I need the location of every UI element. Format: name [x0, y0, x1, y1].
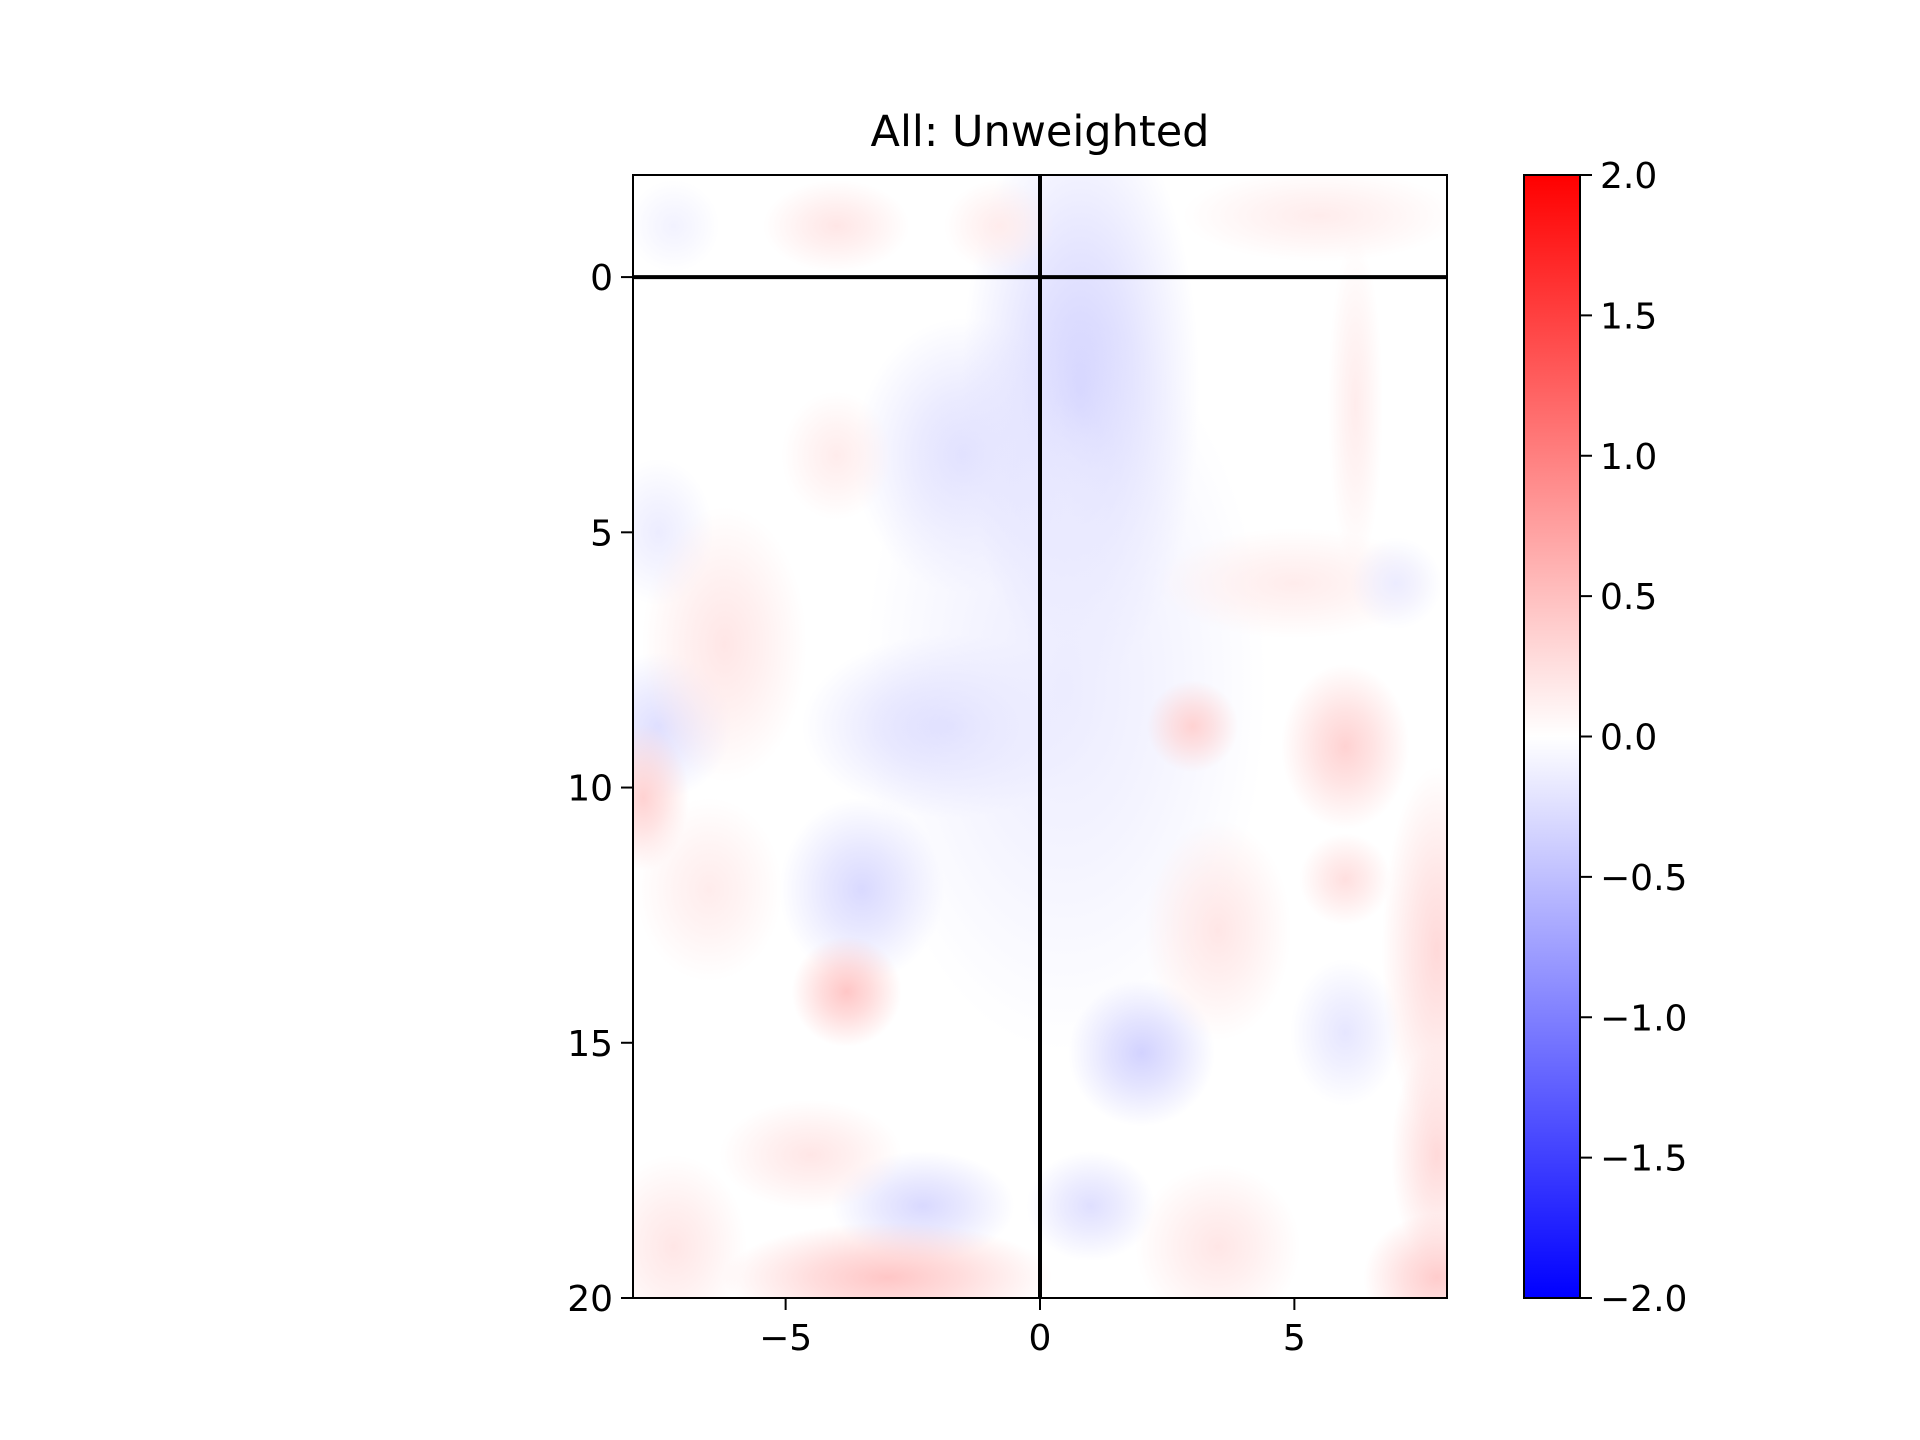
x-tick-label: 0: [1029, 1318, 1052, 1359]
heatmap-field: [633, 175, 1447, 1298]
y-axis: 0 5 10 15 20: [567, 258, 633, 1320]
x-tick-label: 5: [1283, 1318, 1306, 1359]
heatmap-blob: [944, 180, 1055, 272]
heatmap-blob: [1391, 1044, 1447, 1266]
heatmap-blob: [1327, 239, 1383, 571]
colorbar-tick-label: −0.5: [1600, 858, 1687, 899]
colorbar-tick-label: 0.5: [1600, 577, 1657, 618]
colorbar: 2.0 1.5 1.0 0.5 0.0 −0.5 −1.0 −1.5 −2.0: [1523, 156, 1687, 1320]
colorbar-gradient: [1523, 174, 1581, 1299]
heatmap-blob: [779, 797, 945, 982]
colorbar-tick-label: −1.5: [1600, 1139, 1687, 1180]
y-tick-label: 10: [567, 769, 613, 810]
heatmap-blob: [781, 391, 892, 521]
y-tick-label: 20: [567, 1279, 613, 1320]
colorbar-tick-label: 2.0: [1600, 156, 1657, 197]
colorbar-tick-label: −2.0: [1600, 1279, 1687, 1320]
colorbar-tick-label: 1.0: [1600, 437, 1657, 478]
y-tick-label: 0: [590, 258, 613, 299]
reference-lines: [633, 175, 1447, 1298]
heatmap-blob: [1182, 175, 1447, 262]
heatmap-blob: [1281, 664, 1410, 830]
heatmap-blob: [791, 936, 902, 1047]
colorbar-ticks: 2.0 1.5 1.0 0.5 0.0 −0.5 −1.0 −1.5 −2.0: [1580, 156, 1687, 1320]
heatmap-blob: [633, 180, 720, 272]
colorbar-tick-label: 0.0: [1600, 718, 1657, 759]
x-tick-label: −5: [759, 1318, 812, 1359]
x-axis: −5 0 5: [759, 1298, 1306, 1359]
heatmap-blob: [1146, 680, 1239, 773]
heatmap-blob: [642, 506, 807, 783]
y-tick-label: 15: [567, 1024, 613, 1065]
heatmap-blob: [1290, 959, 1401, 1107]
plot-area: [632, 174, 1448, 1299]
heatmap-blob: [763, 180, 910, 272]
heatmap-blob: [1363, 1213, 1447, 1298]
heatmap-blob: [719, 1099, 903, 1211]
heatmap-blob: [1299, 833, 1392, 926]
heatmap-blob: [633, 1155, 747, 1298]
colorbar-tick-label: 1.5: [1600, 296, 1657, 337]
heatmap-blob: [722, 1222, 1053, 1298]
heatmap-blob: [636, 797, 783, 982]
heatmap-blob: [1135, 1164, 1301, 1298]
colorbar-tick-label: −1.0: [1600, 998, 1687, 1039]
heatmap-blob: [1026, 1150, 1155, 1262]
chart-title: All: Unweighted: [871, 107, 1210, 157]
heatmap-blob: [1144, 820, 1292, 1041]
y-tick-label: 5: [590, 513, 613, 554]
heatmap-blob: [1350, 537, 1442, 630]
